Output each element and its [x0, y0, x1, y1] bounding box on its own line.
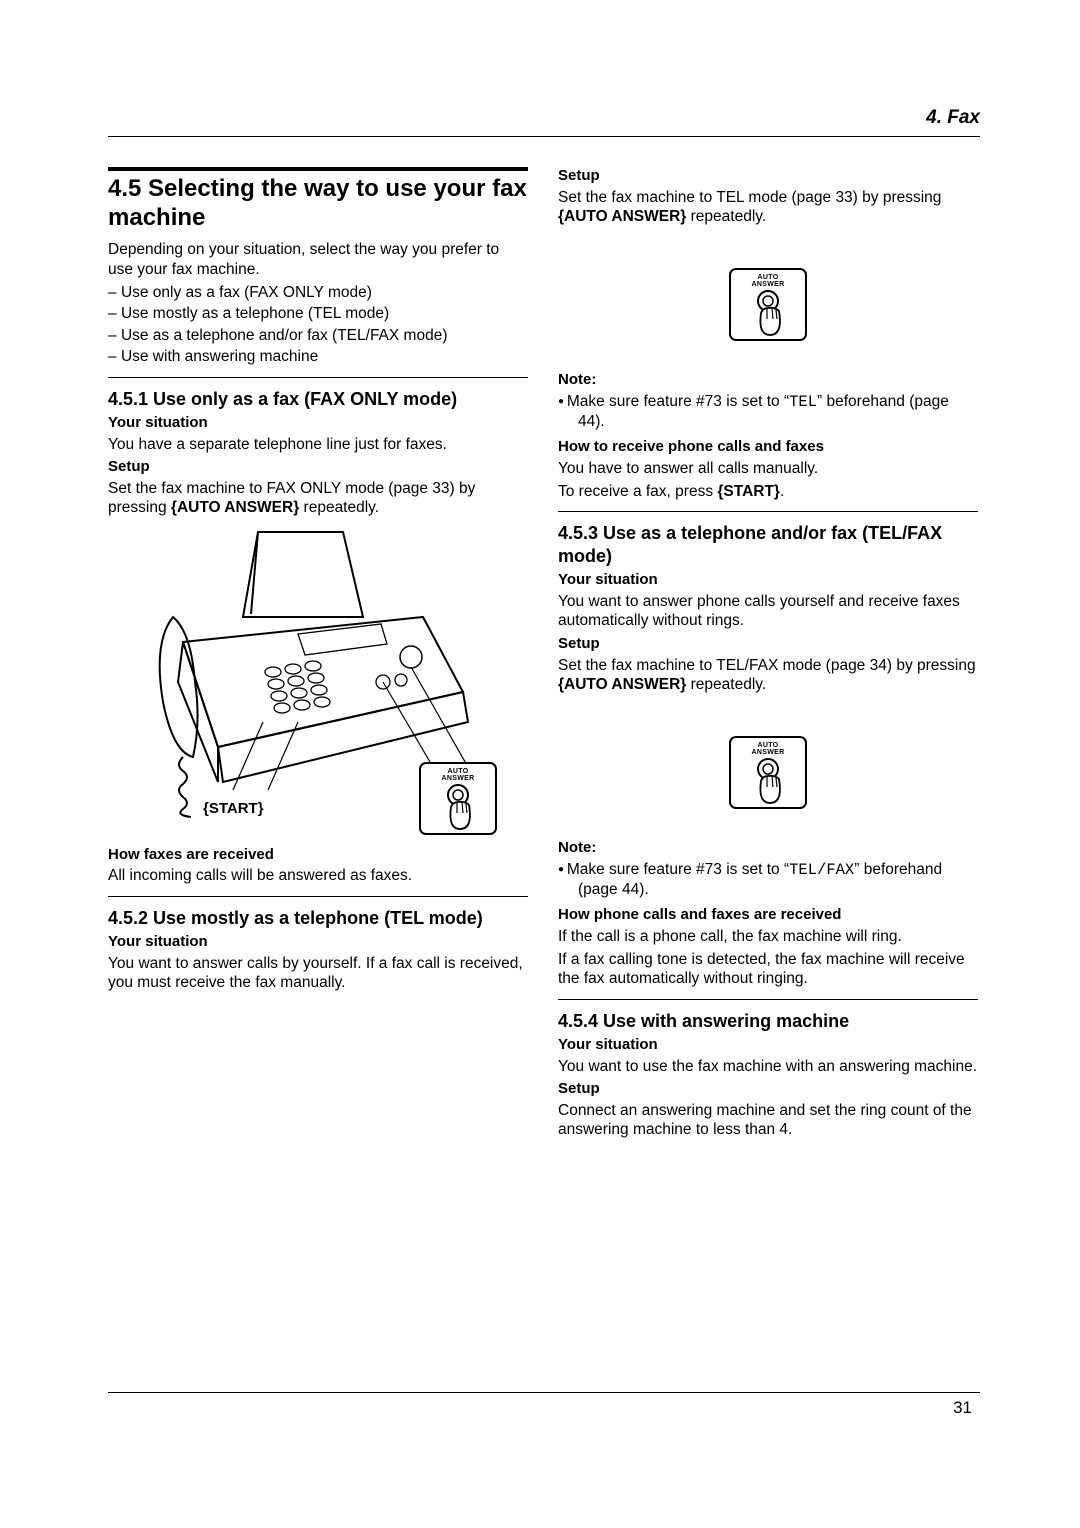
key-auto-answer: {AUTO ANSWER} [558, 208, 686, 225]
auto-answer-button-callout: AUTO ANSWER [729, 268, 807, 341]
situation-label: Your situation [558, 571, 978, 590]
setup-label: Setup [558, 1080, 978, 1099]
how-text: If the call is a phone call, the fax mac… [558, 927, 978, 946]
auto-answer-button-callout: AUTO ANSWER [729, 736, 807, 809]
subsection-divider [558, 999, 978, 1000]
how-text: If a fax calling tone is detected, the f… [558, 950, 978, 989]
subsection-divider [108, 896, 528, 897]
note-item: Make sure feature #73 is set to “TEL” be… [578, 392, 978, 432]
how-text: You have to answer all calls manually. [558, 459, 978, 478]
auto-answer-illustration: AUTO ANSWER [558, 268, 978, 341]
situation-text: You want to answer phone calls yourself … [558, 592, 978, 631]
section-rule-thick [108, 167, 528, 171]
heading-4-5-2: 4.5.2 Use mostly as a telephone (TEL mod… [108, 907, 528, 930]
right-column: Setup Set the fax machine to TEL mode (p… [558, 167, 978, 1144]
mode-list: Use only as a fax (FAX ONLY mode) Use mo… [108, 283, 528, 367]
setup-text: Set the fax machine to TEL mode (page 33… [558, 188, 978, 227]
situation-label: Your situation [108, 414, 528, 433]
button-press-icon [434, 783, 482, 831]
how-received-label: How faxes are received [108, 846, 528, 865]
start-key-callout: {START} [203, 800, 264, 819]
section-intro: Depending on your situation, select the … [108, 240, 528, 279]
situation-label: Your situation [108, 933, 528, 952]
page-number: 31 [953, 1397, 972, 1418]
how-received-text: All incoming calls will be answered as f… [108, 866, 528, 885]
heading-4-5-4: 4.5.4 Use with answering machine [558, 1010, 978, 1033]
setup-text: Set the fax machine to FAX ONLY mode (pa… [108, 479, 528, 518]
list-item: Use with answering machine [124, 347, 528, 366]
heading-4-5-1: 4.5.1 Use only as a fax (FAX ONLY mode) [108, 388, 528, 411]
situation-text: You want to answer calls by yourself. If… [108, 954, 528, 993]
left-column: 4.5 Selecting the way to use your fax ma… [108, 167, 528, 1144]
subsection-divider [558, 511, 978, 512]
note-list: Make sure feature #73 is set to “TEL” be… [558, 392, 978, 432]
button-press-icon [744, 289, 792, 337]
two-column-layout: 4.5 Selecting the way to use your fax ma… [108, 167, 980, 1144]
chapter-label: 4. Fax [926, 106, 980, 130]
how-receive-label: How phone calls and faxes are received [558, 906, 978, 925]
list-item: Use as a telephone and/or fax (TEL/FAX m… [124, 326, 528, 345]
note-item: Make sure feature #73 is set to “TEL/FAX… [578, 860, 978, 900]
note-label: Note: [558, 839, 978, 858]
setup-label: Setup [108, 458, 528, 477]
how-receive-label: How to receive phone calls and faxes [558, 438, 978, 457]
situation-text: You have a separate telephone line just … [108, 435, 528, 454]
how-text: To receive a fax, press {START}. [558, 482, 978, 501]
setup-text: Set the fax machine to TEL/FAX mode (pag… [558, 656, 978, 695]
auto-answer-illustration: AUTO ANSWER [558, 736, 978, 809]
key-auto-answer: {AUTO ANSWER} [171, 499, 299, 516]
footer-rule [108, 1392, 980, 1393]
situation-text: You want to use the fax machine with an … [558, 1057, 978, 1076]
setup-label: Setup [558, 635, 978, 654]
list-item: Use only as a fax (FAX ONLY mode) [124, 283, 528, 302]
setup-label: Setup [558, 167, 978, 186]
list-item: Use mostly as a telephone (TEL mode) [124, 304, 528, 323]
subsection-divider [108, 377, 528, 378]
fax-machine-illustration: {START} AUTO ANSWER [123, 522, 513, 842]
key-start: {START} [717, 483, 780, 500]
situation-label: Your situation [558, 1036, 978, 1055]
note-list: Make sure feature #73 is set to “TEL/FAX… [558, 860, 978, 900]
setup-text: Connect an answering machine and set the… [558, 1101, 978, 1140]
section-4-5-title: 4.5 Selecting the way to use your fax ma… [108, 175, 528, 233]
page-header: 4. Fax [108, 106, 980, 137]
auto-answer-button-callout: AUTO ANSWER [419, 762, 497, 835]
key-auto-answer: {AUTO ANSWER} [558, 676, 686, 693]
note-label: Note: [558, 371, 978, 390]
heading-4-5-3: 4.5.3 Use as a telephone and/or fax (TEL… [558, 522, 978, 567]
button-press-icon [744, 757, 792, 805]
